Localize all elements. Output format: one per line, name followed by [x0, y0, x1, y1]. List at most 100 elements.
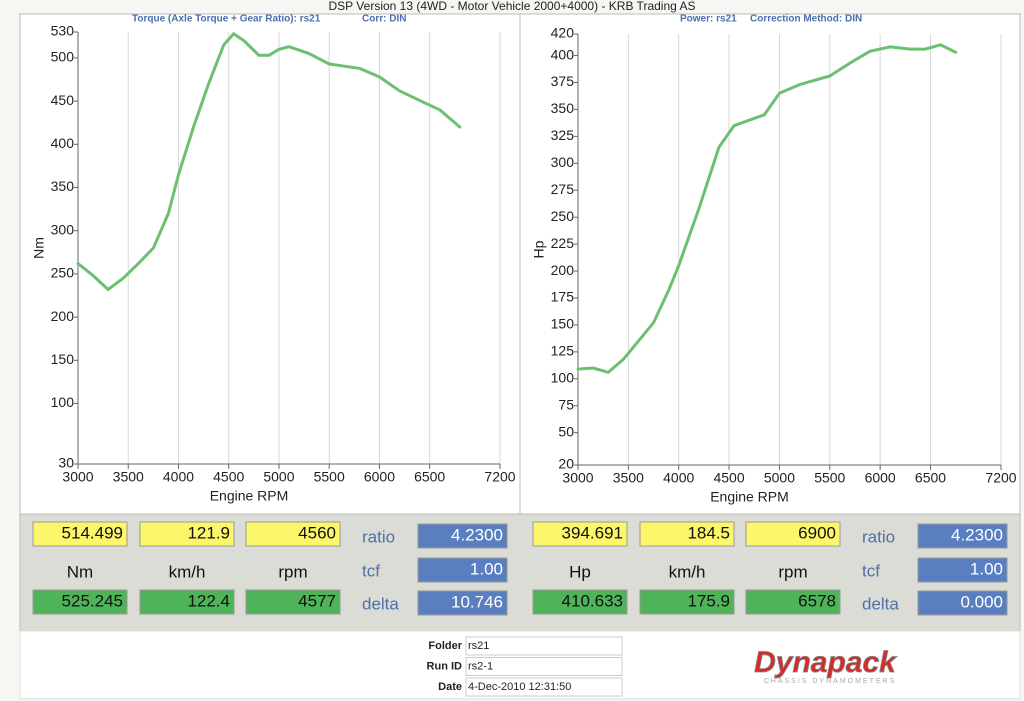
chart-subtitle: Power: rs21	[680, 14, 737, 25]
y-tick-label: 350	[51, 178, 75, 194]
reading: 6900	[798, 523, 836, 542]
param-value-box	[917, 590, 1008, 616]
field-value: rs21	[468, 640, 489, 652]
peak-reading: 410.633	[562, 591, 623, 610]
param-value: 1.00	[470, 559, 503, 578]
unit-label: rpm	[278, 562, 307, 581]
y-tick-label: 200	[51, 308, 75, 324]
y-tick-label: 50	[558, 423, 574, 439]
x-tick-label: 7200	[985, 470, 1016, 486]
torque-curve	[76, 32, 462, 291]
param-value: 4.2300	[451, 525, 503, 544]
logo-text: Dynapack	[754, 646, 897, 679]
x-tick-label: 4500	[713, 470, 744, 486]
peak-reading-box	[139, 589, 235, 615]
x-tick-label: 4000	[163, 469, 194, 485]
field-label: Run ID	[427, 660, 462, 672]
y-tick-label: 325	[551, 127, 575, 143]
param-label: tcf	[362, 561, 380, 580]
x-tick-label: 3500	[113, 469, 144, 485]
x-tick-label: 6000	[364, 469, 395, 485]
y-tick-label: 420	[551, 25, 575, 41]
reading-box	[245, 521, 341, 547]
x-axis-label: Engine RPM	[210, 488, 289, 504]
reading: 394.691	[562, 523, 623, 542]
y-tick-label: 375	[551, 73, 575, 89]
torque-curve	[576, 43, 958, 374]
reading-box	[639, 521, 735, 547]
x-tick-label: 6500	[915, 470, 946, 486]
x-tick-label: 5000	[263, 469, 294, 485]
reading: 184.5	[687, 523, 730, 542]
y-tick-label: 125	[551, 343, 575, 359]
field-label: Date	[438, 681, 462, 693]
field-value: 4-Dec-2010 12:31:50	[468, 681, 571, 693]
field-label: Folder	[428, 640, 462, 652]
unit-label: km/h	[169, 562, 206, 581]
param-value: 4.2300	[951, 525, 1003, 544]
param-label: ratio	[362, 527, 395, 546]
unit-label: km/h	[669, 562, 706, 581]
x-tick-label: 5500	[814, 470, 845, 486]
peak-reading-box	[245, 589, 341, 615]
x-tick-label: 3000	[562, 470, 593, 486]
reading: 514.499	[62, 523, 123, 542]
reading-box	[745, 521, 841, 547]
param-label: ratio	[862, 527, 895, 546]
param-value-box	[417, 557, 508, 583]
param-value: 1.00	[970, 559, 1003, 578]
y-tick-label: 100	[551, 370, 575, 386]
param-label: delta	[862, 594, 899, 613]
param-label: tcf	[862, 561, 880, 580]
peak-reading: 525.245	[62, 591, 123, 610]
y-tick-label: 450	[51, 92, 75, 108]
y-tick-label: 400	[551, 46, 575, 62]
x-tick-label: 4500	[213, 469, 244, 485]
logo: Dynapack CHASSIS DYNAMOMETERS	[754, 646, 898, 685]
peak-reading: 4577	[298, 591, 336, 610]
y-tick-label: 100	[51, 394, 75, 410]
peak-reading-box	[32, 589, 128, 615]
y-tick-label: 150	[551, 316, 575, 332]
param-value: 10.746	[451, 592, 503, 611]
chart-subtitle: Torque (Axle Torque + Gear Ratio): rs21	[132, 14, 321, 25]
reading-box	[32, 521, 128, 547]
y-tick-label: 30	[58, 455, 74, 471]
y-tick-label: 400	[51, 135, 75, 151]
param-value-box	[417, 590, 508, 616]
x-tick-label: 4000	[663, 470, 694, 486]
peak-reading: 6578	[798, 591, 836, 610]
y-tick-label: 530	[51, 23, 75, 39]
param-value-box	[417, 523, 508, 549]
peak-reading: 175.9	[687, 591, 730, 610]
y-axis-label: Nm	[31, 237, 47, 259]
param-label: delta	[362, 594, 399, 613]
page-title: DSP Version 13 (4WD - Motor Vehicle 2000…	[329, 0, 696, 13]
x-tick-label: 6000	[865, 470, 896, 486]
reading: 121.9	[187, 523, 230, 542]
unit-label: Nm	[67, 562, 93, 581]
y-tick-label: 200	[551, 262, 575, 278]
y-axis-label: Hp	[531, 240, 547, 258]
y-tick-label: 225	[551, 235, 575, 251]
unit-label: rpm	[778, 562, 807, 581]
peak-reading: 122.4	[187, 591, 230, 610]
chart-correction: Corr: DIN	[362, 14, 406, 25]
x-tick-label: 7200	[484, 469, 515, 485]
y-tick-label: 350	[551, 100, 575, 116]
param-value: 0.000	[960, 592, 1003, 611]
x-tick-label: 6500	[414, 469, 445, 485]
y-tick-label: 250	[551, 208, 575, 224]
logo-tagline: CHASSIS DYNAMOMETERS	[764, 678, 897, 685]
x-tick-label: 5500	[314, 469, 345, 485]
reading-box	[532, 521, 628, 547]
y-tick-label: 500	[51, 49, 75, 65]
y-tick-label: 275	[551, 181, 575, 197]
reading-box	[139, 521, 235, 547]
y-tick-label: 250	[51, 265, 75, 281]
y-tick-label: 300	[51, 221, 75, 237]
chart-correction: Correction Method: DIN	[750, 14, 862, 25]
peak-reading-box	[745, 589, 841, 615]
peak-reading-box	[639, 589, 735, 615]
